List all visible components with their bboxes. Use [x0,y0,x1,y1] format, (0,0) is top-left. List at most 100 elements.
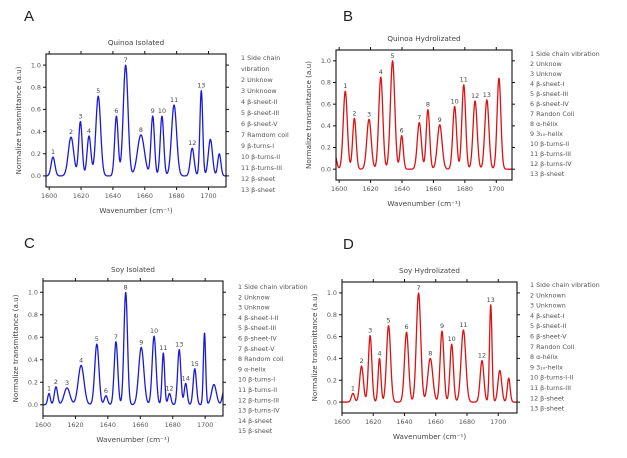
peak-label: 11 [170,96,178,104]
x-tick-label: 1660 [137,192,153,200]
x-tick-label: 1640 [394,185,410,193]
x-axis-label: Wavenumber (cm⁻¹) [96,435,169,444]
x-tick-label: 1620 [67,421,83,429]
peak-label: 12 [478,352,486,360]
legend-entry: 11 β-turns-II [238,386,277,394]
peak-label: 7 [114,333,118,341]
x-tick-label: 1600 [35,421,51,429]
legend-entry: 13 β-turns-IV [238,407,280,415]
peak-label: 15 [191,360,199,368]
spectrum-line [45,64,227,177]
spectrum-line [335,60,513,170]
x-tick-label: 1680 [165,421,181,429]
y-tick-label: 0.4 [321,122,331,130]
y-tick-label: 0.8 [28,311,38,319]
peak-label: 7 [417,284,421,292]
y-tick-label: 0.2 [31,150,41,158]
peak-label: 9 [438,116,442,124]
peak-label: 13 [483,91,491,99]
x-tick-label: 1700 [197,421,213,429]
legend-entry: 5 β-sheet-III [238,324,276,332]
x-tick-label: 1640 [100,421,116,429]
peak-label: 11 [460,76,468,84]
legend-entry: 11 β-turns-III [530,384,571,392]
y-tick-label: 0.2 [28,378,38,386]
x-tick-label: 1700 [490,418,506,426]
legend-entry: 11 β-turns-III [530,150,571,158]
x-tick-label: 1640 [396,418,412,426]
peak-label: 13 [175,341,183,349]
y-tick-label: 0.8 [327,311,337,319]
y-tick-label: 1.0 [28,288,38,296]
peak-label: 8 [426,101,430,109]
peak-label: 8 [139,126,143,134]
y-tick-label: 0.2 [327,376,337,384]
plot-frame [341,281,518,414]
legend-entry: 8 Random coil [238,355,284,363]
plot-frame [335,49,513,181]
legend-entry: 9 3₁₀-helix [530,363,563,371]
spectrum-line [42,291,224,406]
legend-entry: 1 Side chain vibration [238,283,308,291]
peak-label: 7 [417,114,421,122]
x-axis-label: Wavenumber (cm⁻¹) [393,432,466,441]
legend-entry: 6 β-sheet-V [530,333,567,341]
panel-title: Quinoa Hydrolizated [387,34,460,43]
x-tick-label: 1620 [365,418,381,426]
y-tick-label: 0.6 [321,100,331,108]
peak-label: 3 [78,113,82,121]
peak-label: 6 [404,323,408,331]
legend-entry: 4 β-sheet-I-II [238,314,279,322]
legend-entry: 10 β-turns-II [530,140,569,148]
x-tick-label: 1680 [168,192,184,200]
peak-label: 4 [377,349,381,357]
legend-entry: 13 β-sheet [530,170,565,178]
y-axis-label: Normalize transmittance (a.u) [310,293,319,401]
peak-label: 6 [104,387,108,395]
legend-entry: 4 β-sheet-I [530,312,565,320]
legend-entry: 1 Side chain [241,54,280,62]
y-axis-label: Normalize transmittance (a.u) [11,294,20,402]
legend-entry: 6 β-sheet-V [241,120,278,128]
panel-title: Soy Isolated [111,265,155,274]
y-tick-label: 0.0 [327,398,337,406]
peak-label: 3 [367,110,371,118]
legend-entry: 3 Unknoow [241,87,277,95]
legend-entry: 8 α-hélix [530,120,558,128]
peak-label: 3 [368,326,372,334]
peak-label: 9 [139,338,143,346]
y-tick-label: 0.6 [28,333,38,341]
x-tick-label: 1640 [105,192,121,200]
legend-entry: 1 Side chain vibration [530,50,600,58]
legend-entry: 2 Unknow [530,60,562,68]
legend-entry: 10 β-turns-II [241,153,280,161]
y-tick-label: 1.0 [31,61,41,69]
panel-title: Soy Hydrolizated [399,266,460,275]
peak-label: 5 [387,317,391,325]
peak-label: 4 [379,68,383,76]
peak-label: 13 [197,82,205,90]
peak-label: 6 [400,127,404,135]
legend-entry: 4 β-sheet-I [530,80,565,88]
peak-label: 5 [391,52,395,60]
legend-entry: 12 β-sheet [241,175,276,183]
x-tick-label: 1700 [488,185,504,193]
legend-entry: 7 Ramdom coil [241,131,289,139]
peak-label: 11 [159,344,167,352]
legend-entry: vibration [241,65,269,73]
legend-entry: 5 β-sheet-II [530,322,566,330]
legend-entry: 5 β-sheet-III [241,109,279,117]
peak-label: 1 [51,148,55,156]
legend-entry: 6 β-sheet-IV [530,100,569,108]
peak-label: 6 [114,107,118,115]
peak-label: 13 [487,296,495,304]
peak-label: 4 [79,356,83,364]
x-axis-label: Wavenumber (cm⁻¹) [387,199,460,208]
peak-label: 7 [124,56,128,64]
peak-label: 12 [188,139,196,147]
legend-entry: 9 α-helix [238,365,266,373]
legend-entry: 14 β-sheet [238,417,273,425]
